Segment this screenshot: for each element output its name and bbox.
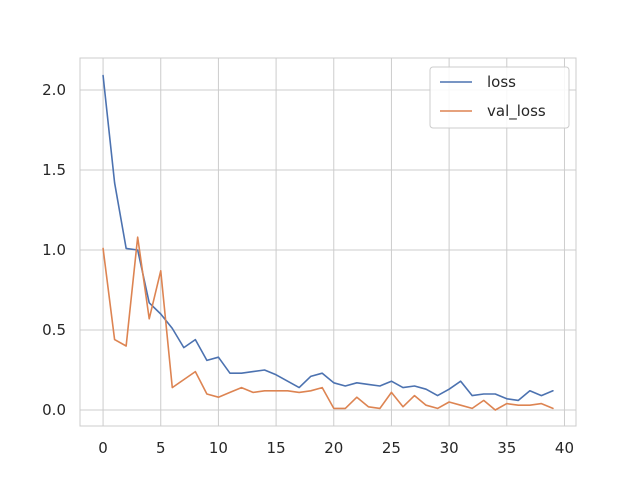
series-line-val-loss — [102, 236, 554, 411]
x-tick-label: 5 — [156, 439, 166, 457]
legend-label: loss — [487, 73, 516, 91]
x-tick-label: 0 — [98, 439, 108, 457]
legend: loss val_loss — [429, 66, 570, 129]
series-lines — [102, 74, 554, 411]
x-tick-label: 25 — [382, 439, 401, 457]
y-tick-label: 2.0 — [42, 81, 66, 99]
x-tick-label: 20 — [324, 439, 343, 457]
y-tick-label: 0.5 — [42, 321, 66, 339]
x-tick-label: 30 — [440, 439, 459, 457]
legend-label: val_loss — [487, 102, 546, 121]
y-tick-label: 1.0 — [42, 241, 66, 259]
x-tick-label: 15 — [267, 439, 286, 457]
y-tick-label: 1.5 — [42, 161, 66, 179]
x-tick-label: 35 — [497, 439, 516, 457]
y-tick-label: 0.0 — [42, 401, 66, 419]
series-line-loss — [102, 74, 554, 402]
x-tick-label: 40 — [555, 439, 574, 457]
plot-frame — [79, 57, 577, 427]
tick-labels: 0 5 10 15 20 25 30 35 40 0.0 0.5 1.0 1.5 2.0 — [42, 81, 574, 457]
x-tick-label: 10 — [209, 439, 228, 457]
